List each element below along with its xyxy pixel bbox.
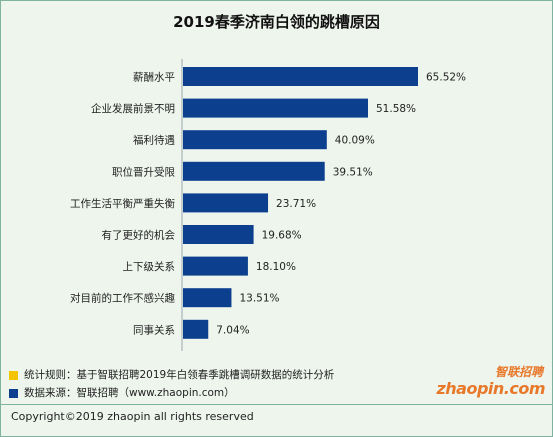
value-label: 7.04% <box>216 324 249 336</box>
bar <box>183 98 369 118</box>
chart-title: 2019春季济南白领的跳槽原因 <box>173 13 380 31</box>
bar <box>183 130 327 150</box>
category-label: 薪酬水平 <box>133 72 175 84</box>
value-label: 39.51% <box>333 166 373 178</box>
bar <box>183 161 325 181</box>
logo-cn-text: 智联招聘 <box>494 365 543 379</box>
bar <box>183 256 248 276</box>
legend: 统计规则：基于智联招聘2019年白领春季跳槽调研数据的统计分析 数据来源：智联招… <box>9 366 334 402</box>
value-label: 19.68% <box>262 230 302 242</box>
copyright-text: Copyright©2019 zhaopin all rights reserv… <box>11 410 254 423</box>
legend-text-rule: 统计规则：基于智联招聘2019年白领春季跳槽调研数据的统计分析 <box>24 369 335 381</box>
category-label: 有了更好的机会 <box>102 229 176 242</box>
legend-item-rule: 统计规则：基于智联招聘2019年白领春季跳槽调研数据的统计分析 <box>9 366 334 384</box>
value-label: 13.51% <box>239 293 279 305</box>
category-label: 对目前的工作不感兴趣 <box>70 292 175 305</box>
value-label: 23.71% <box>276 198 316 210</box>
bar <box>183 67 418 86</box>
category-label: 同事关系 <box>133 323 175 336</box>
legend-text-source: 数据来源：智联招聘（www.zhaopin.com） <box>24 387 235 399</box>
category-label: 工作生活平衡严重失衡 <box>70 197 175 210</box>
bar <box>183 319 209 339</box>
category-label: 上下级关系 <box>123 260 176 273</box>
category-label: 企业发展前景不明 <box>91 102 175 115</box>
legend-swatch-yellow <box>9 370 18 380</box>
value-label: 65.52% <box>426 72 466 84</box>
zhaopin-logo: 智联招聘 zhaopin.com <box>436 363 551 403</box>
bar <box>183 288 232 308</box>
category-label: 福利待遇 <box>133 134 175 147</box>
bar <box>183 193 269 213</box>
footer-divider <box>1 404 552 405</box>
bar-chart: 薪酬水平 65.52% 企业发展前景不明 51.58% 福利待遇 40.09% 职位晋升受限… <box>70 59 466 351</box>
category-label: 职位晋升受限 <box>112 165 175 178</box>
legend-item-source: 数据来源：智联招聘（www.zhaopin.com） <box>9 384 334 402</box>
logo-en-text: zhaopin.com <box>436 379 545 398</box>
bar <box>183 225 254 244</box>
value-label: 51.58% <box>376 103 416 115</box>
value-label: 18.10% <box>256 261 296 273</box>
legend-swatch-blue <box>9 388 18 398</box>
value-label: 40.09% <box>335 135 375 147</box>
